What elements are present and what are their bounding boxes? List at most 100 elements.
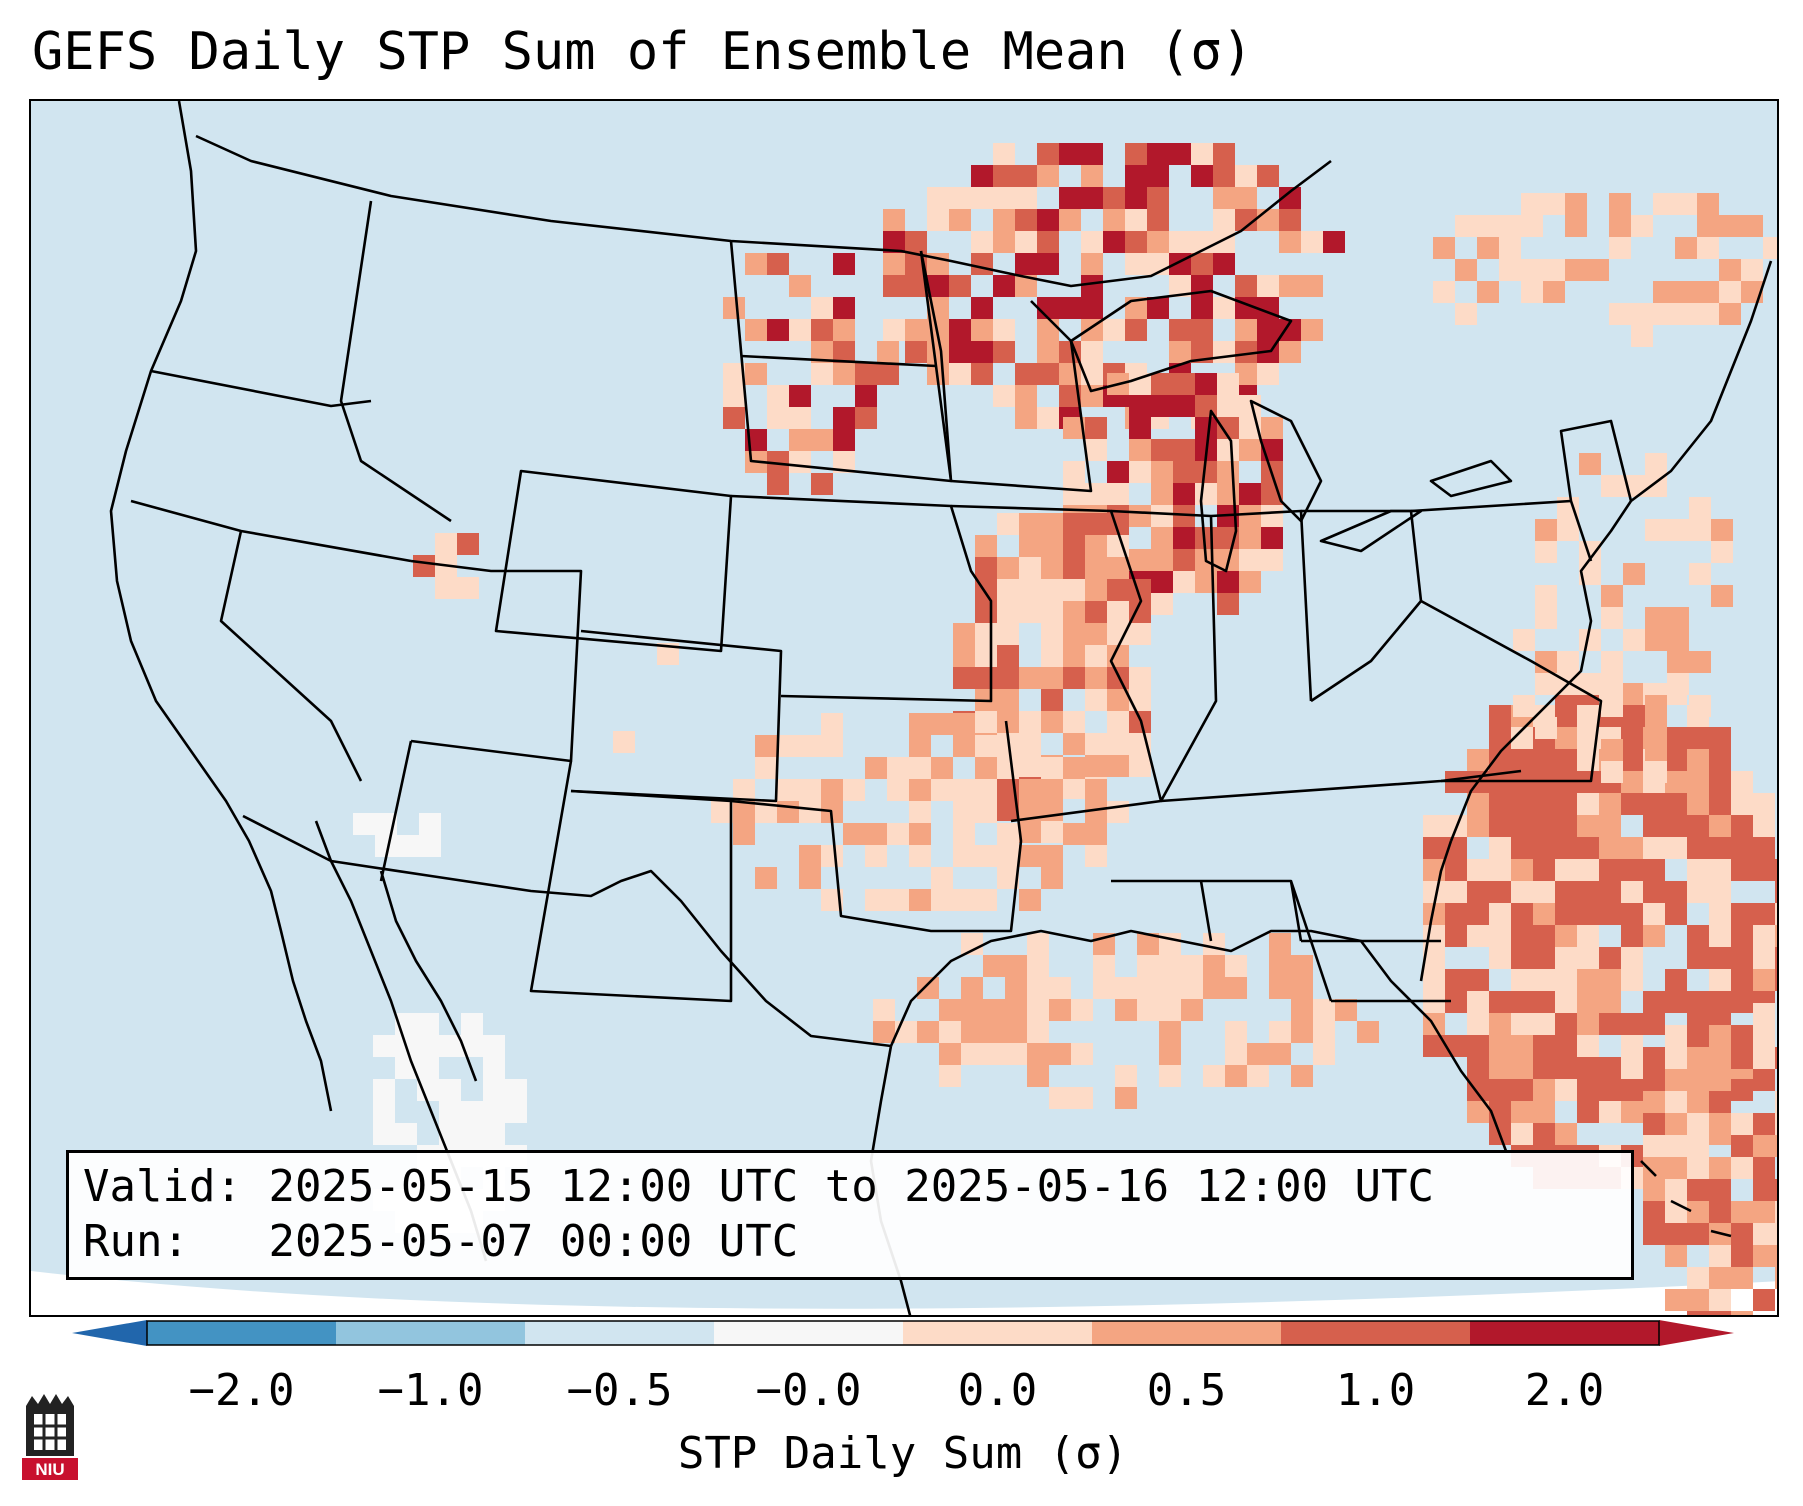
anomaly-cell	[1753, 1201, 1775, 1223]
anomaly-cell	[417, 1057, 439, 1079]
anomaly-cell	[1665, 1289, 1687, 1311]
anomaly-cell	[1599, 1101, 1621, 1123]
anomaly-cell	[1037, 253, 1059, 275]
anomaly-cell	[1741, 215, 1763, 237]
anomaly-cell	[1015, 187, 1037, 209]
anomaly-cell	[1709, 1289, 1731, 1311]
anomaly-cell	[1687, 1201, 1709, 1223]
anomaly-cell	[1731, 771, 1753, 793]
anomaly-cell	[789, 429, 811, 451]
anomaly-cell	[909, 757, 931, 779]
anomaly-cell	[1467, 991, 1489, 1013]
anomaly-cell	[373, 1035, 395, 1057]
anomaly-cell	[1261, 549, 1283, 571]
anomaly-cell	[833, 253, 855, 275]
anomaly-cell	[1709, 1069, 1731, 1091]
anomaly-cell	[1085, 779, 1107, 801]
anomaly-cell	[1753, 1069, 1775, 1091]
anomaly-cell	[1195, 373, 1217, 395]
anomaly-cell	[1071, 999, 1093, 1021]
anomaly-cell	[1015, 165, 1037, 187]
anomaly-cell	[1059, 297, 1081, 319]
anomaly-cell	[833, 297, 855, 319]
anomaly-cell	[419, 813, 441, 835]
anomaly-cell	[1775, 903, 1777, 925]
anomaly-cell	[1129, 505, 1151, 527]
anomaly-cell	[767, 253, 789, 275]
anomaly-cell	[397, 835, 419, 857]
anomaly-cell	[789, 451, 811, 473]
anomaly-cell	[1709, 947, 1731, 969]
anomaly-cell	[1151, 439, 1173, 461]
anomaly-cell	[1511, 925, 1533, 947]
anomaly-cell	[953, 779, 975, 801]
anomaly-cell	[799, 779, 821, 801]
anomaly-cell	[461, 1035, 483, 1057]
anomaly-cell	[1081, 231, 1103, 253]
anomaly-cell	[1697, 237, 1719, 259]
anomaly-cell	[505, 1101, 527, 1123]
anomaly-cell	[1279, 341, 1301, 363]
anomaly-cell	[1159, 999, 1181, 1021]
anomaly-cell	[1423, 903, 1445, 925]
anomaly-cell	[1753, 969, 1775, 991]
anomaly-cell	[1643, 837, 1665, 859]
anomaly-cell	[1015, 407, 1037, 429]
anomaly-cell	[1257, 363, 1279, 385]
anomaly-cell	[1477, 215, 1499, 237]
anomaly-cell	[1173, 461, 1195, 483]
anomaly-cell	[1027, 1043, 1049, 1065]
anomaly-cell	[799, 801, 821, 823]
anomaly-cell	[799, 735, 821, 757]
anomaly-cell	[1711, 585, 1733, 607]
anomaly-cell	[1005, 999, 1027, 1021]
anomaly-cell	[953, 713, 975, 735]
anomaly-cell	[733, 823, 755, 845]
anomaly-cell	[1731, 859, 1753, 881]
state-border-wa-or	[150, 369, 372, 408]
anomaly-cell	[1291, 999, 1313, 1021]
anomaly-cell	[811, 297, 833, 319]
anomaly-cell	[1489, 925, 1511, 947]
anomaly-cell	[983, 999, 1005, 1021]
anomaly-cell	[1173, 395, 1195, 417]
anomaly-cell	[1037, 231, 1059, 253]
anomaly-cell	[1687, 1003, 1709, 1025]
anomaly-cell	[993, 187, 1015, 209]
anomaly-cell	[1687, 749, 1709, 771]
anomaly-cell	[1467, 749, 1489, 771]
anomaly-cell	[1147, 231, 1169, 253]
anomaly-cell	[931, 867, 953, 889]
anomaly-cell	[1019, 535, 1041, 557]
anomaly-cell	[1225, 1065, 1247, 1087]
anomaly-cell	[1577, 969, 1599, 991]
anomaly-cell	[1103, 319, 1125, 341]
anomaly-cell	[1709, 1201, 1731, 1223]
anomaly-cell	[1599, 859, 1621, 881]
anomaly-cell	[413, 555, 435, 577]
anomaly-cell	[1499, 237, 1521, 259]
anomaly-cell	[1257, 275, 1279, 297]
anomaly-cell	[1115, 1087, 1137, 1109]
anomaly-cell	[1217, 395, 1239, 417]
gulf-of-california-coast	[379, 870, 478, 1082]
anomaly-cell	[1555, 837, 1577, 859]
gulf-coastline	[889, 929, 1508, 1152]
anomaly-cell	[997, 513, 1019, 535]
anomaly-cell	[767, 451, 789, 473]
anomaly-cell	[1709, 1025, 1731, 1047]
anomaly-cell	[997, 689, 1019, 711]
anomaly-cell	[1689, 497, 1711, 519]
anomaly-cell	[755, 867, 777, 889]
anomaly-cell	[1631, 303, 1653, 325]
anomaly-cell	[1063, 711, 1085, 733]
anomaly-cell	[1291, 977, 1313, 999]
great-lake-huron	[1249, 399, 1323, 523]
anomaly-cell	[1445, 1035, 1467, 1057]
anomaly-cell	[1533, 1079, 1555, 1101]
anomaly-cell	[1667, 673, 1689, 695]
anomaly-cell	[1173, 505, 1195, 527]
anomaly-cell	[1687, 837, 1709, 859]
anomaly-cell	[949, 319, 971, 341]
anomaly-cell	[909, 801, 931, 823]
